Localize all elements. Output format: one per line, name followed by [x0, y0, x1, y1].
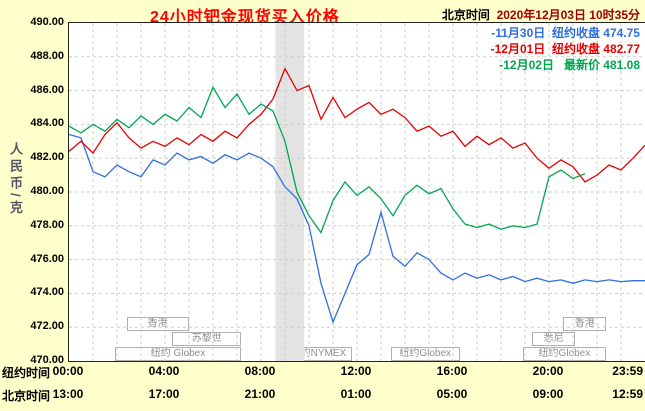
y-tick-label: 474.00 [30, 286, 64, 299]
legend-entry: -12月01日 纽约收盘 482.77 [490, 42, 640, 56]
x-tick-label: 00:00 [52, 364, 84, 378]
series-line-0 [69, 133, 645, 325]
timestamp-label: 北京时间 [441, 8, 497, 22]
x-tick-label: 01:00 [340, 387, 372, 401]
y-axis-label: 人民币/克 [8, 142, 23, 218]
chart-title: 24小时钯金现货买入价格 [150, 9, 340, 26]
y-tick-label: 486.00 [30, 83, 64, 96]
beijing-timestamp: 北京时间 2020年12月03日 10时35分 [442, 6, 640, 23]
y-tick-label: 470.00 [30, 354, 64, 366]
x-tick-label: 21:00 [244, 387, 276, 401]
plot-area: 香港 苏黎世 纽约 Globex 纽约NYMEX 纽约Globex 悉尼 香港 纽约Globe… [68, 22, 645, 362]
y-tick-label: 472.00 [30, 320, 64, 333]
x-tick-label: 05:00 [436, 387, 468, 401]
y-tick-label: 484.00 [30, 117, 64, 130]
timestamp-value: 2020年12月03日 10时35分 [496, 8, 640, 22]
x-tick-label: 20:00 [532, 364, 564, 378]
y-tick-label: 476.00 [30, 252, 64, 265]
series-line-2 [69, 85, 586, 234]
x-axis-row-label: 纽约时间 [2, 366, 51, 380]
x-axis-row-label: 北京时间 [2, 389, 51, 403]
legend: -11月30日 纽约收盘 474.75 -12月01日 纽约收盘 482.77 -1… [491, 25, 640, 73]
session-label: 纽约Globex [390, 347, 460, 361]
x-tick-label: 09:00 [532, 387, 564, 401]
x-tick-label: 04:00 [148, 364, 180, 378]
x-tick-label: 12:00 [340, 364, 372, 378]
x-tick-label: 12:59 [612, 387, 643, 401]
chart-canvas [69, 23, 645, 361]
x-tick-label: 13:00 [52, 387, 84, 401]
series-line-1 [69, 67, 645, 183]
y-tick-label: 480.00 [30, 185, 64, 197]
session-label: 纽约Globex [522, 347, 607, 361]
x-tick-label: 16:00 [436, 364, 468, 378]
y-tick-label: 482.00 [30, 151, 64, 164]
legend-entry: -11月30日 纽约收盘 474.75 [491, 26, 640, 40]
x-tick-label: 17:00 [148, 387, 180, 401]
session-label: 纽约 Globex [114, 347, 242, 361]
y-tick-label: 490.00 [30, 16, 64, 28]
legend-entry: -12月02日 最新价 481.08 [499, 58, 640, 72]
session-label: 悉尼 [532, 332, 575, 346]
y-tick-label: 478.00 [30, 218, 64, 231]
x-tick-label: 23:59 [612, 364, 643, 378]
y-tick-label: 488.00 [30, 49, 64, 62]
x-tick-label: 08:00 [244, 364, 276, 378]
